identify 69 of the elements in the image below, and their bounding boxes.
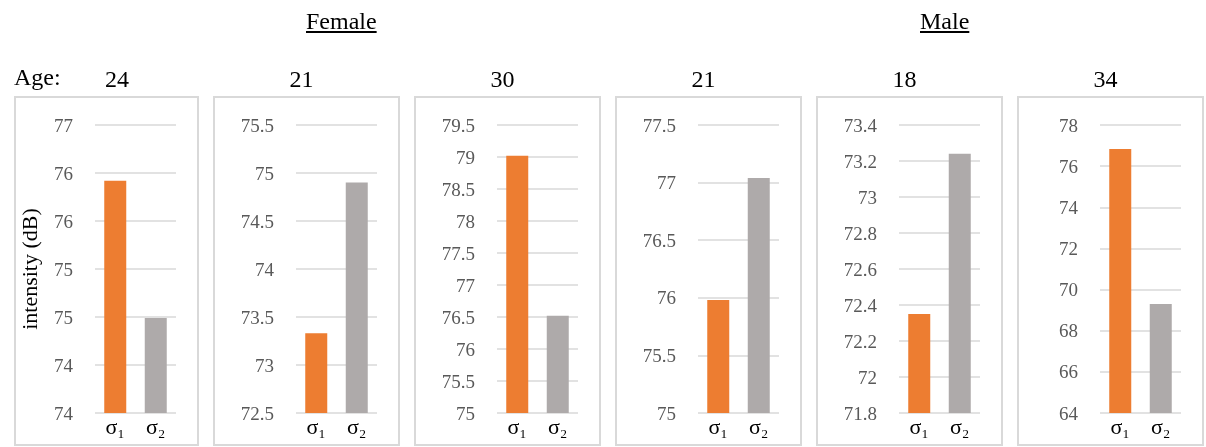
y-tick-label: 72.6 bbox=[843, 258, 877, 280]
y-tick-label: 78.5 bbox=[441, 178, 475, 200]
y-tick-label: 73 bbox=[255, 354, 274, 376]
y-tick-label: 75 bbox=[54, 306, 73, 328]
y-tick-label: 76.5 bbox=[441, 306, 475, 328]
text: Female bbox=[306, 8, 377, 35]
x-tick-label: σ₁ bbox=[708, 413, 729, 439]
y-tick-label: 72 bbox=[858, 366, 877, 388]
y-axis-title: intensity (dB) bbox=[16, 208, 42, 330]
y-tick-label: 79 bbox=[456, 146, 475, 168]
y-tick-label: 75.5 bbox=[441, 370, 475, 392]
chart-title: 21 bbox=[289, 66, 314, 92]
y-tick-label: 72.8 bbox=[843, 222, 877, 244]
y-tick-label: 68 bbox=[1059, 320, 1078, 342]
y-tick-label: 77 bbox=[456, 274, 475, 296]
y-tick-label: 66 bbox=[1059, 361, 1078, 383]
y-tick-label: 75.5 bbox=[240, 114, 274, 136]
y-tick-label: 75 bbox=[657, 402, 676, 424]
y-tick-label: 74 bbox=[54, 402, 74, 424]
y-tick-label: 73.5 bbox=[240, 306, 274, 328]
chart-title: 34 bbox=[1093, 66, 1118, 92]
y-tick-label: 76 bbox=[456, 338, 475, 360]
y-tick-label: 75 bbox=[456, 402, 475, 424]
y-tick-label: 75.5 bbox=[642, 344, 676, 366]
y-tick-label: 75 bbox=[255, 162, 274, 184]
chart-title: 18 bbox=[892, 66, 917, 92]
text: Male bbox=[920, 8, 970, 35]
x-tick-label: σ₁ bbox=[105, 413, 126, 439]
y-tick-label: 77 bbox=[54, 114, 73, 136]
text: Age: bbox=[14, 64, 61, 91]
y-tick-label: 79.5 bbox=[441, 114, 475, 136]
y-tick-label: 73 bbox=[858, 186, 877, 208]
x-tick-label: σ₁ bbox=[507, 413, 528, 439]
y-tick-label: 72 bbox=[1059, 237, 1078, 259]
y-tick-label: 70 bbox=[1059, 279, 1078, 301]
x-tick-label: σ₁ bbox=[1110, 413, 1131, 439]
y-tick-label: 72.4 bbox=[843, 294, 878, 316]
y-tick-label: 78 bbox=[456, 210, 475, 232]
x-tick-label: σ₂ bbox=[949, 413, 970, 439]
x-tick-label: σ₂ bbox=[346, 413, 367, 439]
y-tick-label: 71.8 bbox=[843, 402, 877, 424]
chart-title: 21 bbox=[691, 66, 716, 92]
y-tick-label: 72.5 bbox=[240, 402, 274, 424]
y-tick-label: 77.5 bbox=[642, 114, 676, 136]
x-tick-label: σ₂ bbox=[547, 413, 568, 439]
y-tick-label: 72.2 bbox=[843, 330, 877, 352]
y-tick-label: 76.5 bbox=[642, 229, 676, 251]
y-tick-label: 74 bbox=[54, 354, 74, 376]
x-tick-label: σ₂ bbox=[145, 413, 166, 439]
x-tick-label: σ₁ bbox=[306, 413, 327, 439]
y-tick-label: 74 bbox=[1059, 196, 1079, 218]
x-tick-label: σ₁ bbox=[909, 413, 930, 439]
y-tick-label: 74.5 bbox=[240, 210, 274, 232]
x-tick-label: σ₂ bbox=[1150, 413, 1171, 439]
y-tick-label: 73.4 bbox=[843, 114, 878, 136]
y-tick-label: 74 bbox=[255, 258, 275, 280]
y-tick-label: 76 bbox=[1059, 155, 1078, 177]
chart-title: 30 bbox=[490, 66, 515, 92]
y-tick-label: 77.5 bbox=[441, 242, 475, 264]
chart-title: 24 bbox=[105, 66, 129, 92]
y-tick-label: 78 bbox=[1059, 114, 1078, 136]
y-tick-label: 73.2 bbox=[843, 150, 877, 172]
y-tick-label: 76 bbox=[54, 210, 73, 232]
y-tick-label: 64 bbox=[1059, 402, 1079, 424]
x-tick-label: σ₂ bbox=[748, 413, 769, 439]
y-tick-label: 77 bbox=[657, 172, 676, 194]
y-tick-label: 76 bbox=[54, 162, 73, 184]
y-tick-label: 76 bbox=[657, 287, 676, 309]
y-tick-label: 75 bbox=[54, 258, 73, 280]
